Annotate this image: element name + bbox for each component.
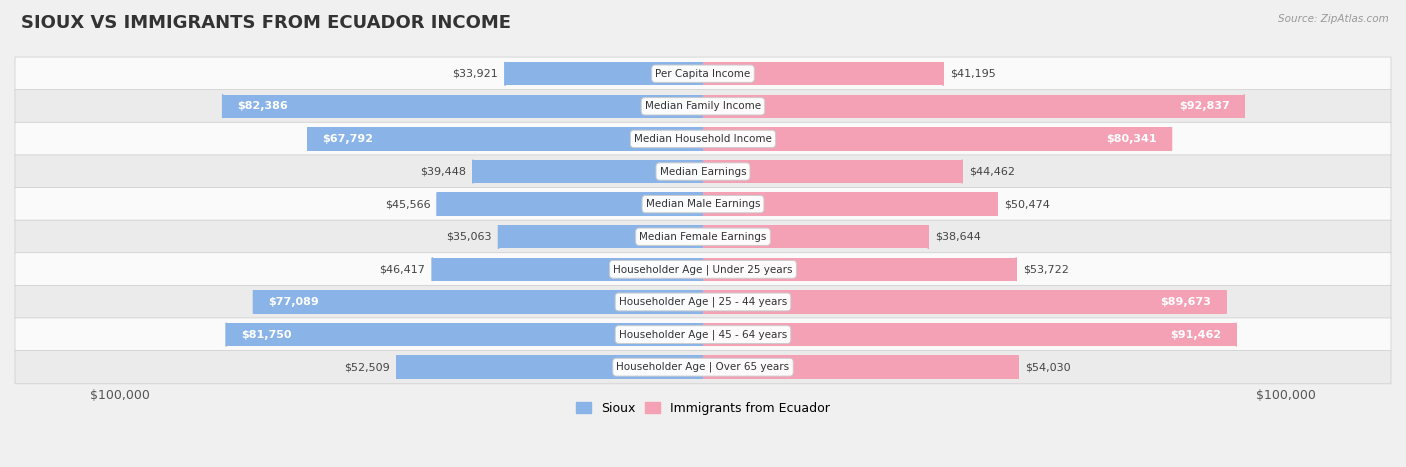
FancyBboxPatch shape [15,318,1391,351]
Text: Source: ZipAtlas.com: Source: ZipAtlas.com [1278,14,1389,24]
Text: Median Earnings: Median Earnings [659,167,747,177]
Bar [396,355,703,379]
Bar [703,62,943,85]
Text: $89,673: $89,673 [1160,297,1211,307]
Bar [226,323,703,347]
Text: $46,417: $46,417 [380,264,426,274]
FancyBboxPatch shape [15,57,1391,90]
FancyBboxPatch shape [15,220,1391,254]
Text: $53,722: $53,722 [1024,264,1069,274]
Text: $92,837: $92,837 [1180,101,1230,111]
Text: $50,474: $50,474 [1004,199,1050,209]
Bar [472,160,703,183]
FancyBboxPatch shape [15,90,1391,123]
Text: $33,921: $33,921 [453,69,498,79]
Text: Householder Age | 25 - 44 years: Householder Age | 25 - 44 years [619,297,787,307]
FancyBboxPatch shape [15,122,1391,156]
Text: Median Household Income: Median Household Income [634,134,772,144]
Bar [703,127,1171,151]
Text: Median Female Earnings: Median Female Earnings [640,232,766,242]
Bar [703,355,1018,379]
Bar [703,192,997,216]
Text: $38,644: $38,644 [935,232,981,242]
Text: Householder Age | 45 - 64 years: Householder Age | 45 - 64 years [619,329,787,340]
Bar [703,290,1226,314]
Bar [499,225,703,248]
Bar [433,258,703,281]
Bar [308,127,703,151]
Legend: Sioux, Immigrants from Ecuador: Sioux, Immigrants from Ecuador [571,396,835,420]
Text: Median Family Income: Median Family Income [645,101,761,111]
Text: $35,063: $35,063 [446,232,492,242]
Bar [703,94,1244,118]
Text: $77,089: $77,089 [269,297,319,307]
FancyBboxPatch shape [15,155,1391,188]
Bar [703,258,1017,281]
Text: $91,462: $91,462 [1171,330,1222,340]
Text: Median Male Earnings: Median Male Earnings [645,199,761,209]
Bar [437,192,703,216]
Text: $41,195: $41,195 [950,69,995,79]
FancyBboxPatch shape [15,351,1391,384]
FancyBboxPatch shape [15,253,1391,286]
Text: $54,030: $54,030 [1025,362,1070,372]
Bar [703,225,928,248]
Text: $80,341: $80,341 [1107,134,1157,144]
FancyBboxPatch shape [15,285,1391,318]
FancyBboxPatch shape [15,188,1391,221]
Bar [253,290,703,314]
Text: $45,566: $45,566 [385,199,430,209]
Bar [703,160,962,183]
Bar [703,323,1236,347]
Text: $81,750: $81,750 [240,330,291,340]
Bar [505,62,703,85]
Text: $52,509: $52,509 [344,362,389,372]
Text: Householder Age | Under 25 years: Householder Age | Under 25 years [613,264,793,275]
Text: $44,462: $44,462 [969,167,1015,177]
Text: Per Capita Income: Per Capita Income [655,69,751,79]
Text: $67,792: $67,792 [322,134,374,144]
Text: Householder Age | Over 65 years: Householder Age | Over 65 years [616,362,790,372]
Text: $82,386: $82,386 [238,101,288,111]
Text: $39,448: $39,448 [420,167,465,177]
Bar [222,94,703,118]
Text: SIOUX VS IMMIGRANTS FROM ECUADOR INCOME: SIOUX VS IMMIGRANTS FROM ECUADOR INCOME [21,14,512,32]
